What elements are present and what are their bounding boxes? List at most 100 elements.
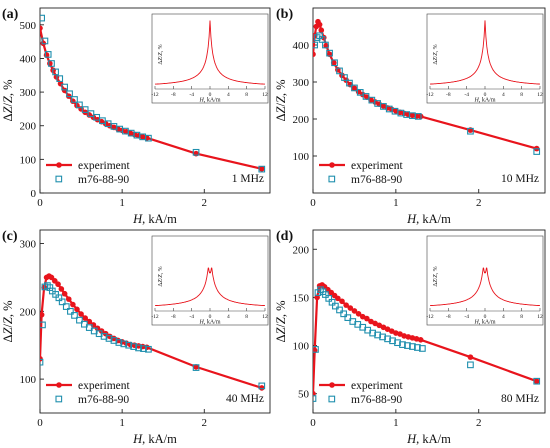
label-part: / [164, 212, 168, 226]
plot-area [40, 14, 266, 173]
frequency-label: 40 MHz [226, 393, 264, 405]
experiment-point [364, 315, 370, 322]
y-tick-label: 100 [20, 374, 37, 386]
model-point [40, 321, 46, 329]
frequency-label: 1 MHz [232, 173, 264, 185]
label-part: kA [482, 98, 490, 104]
label-part: , [416, 212, 422, 226]
label-part: Z [274, 95, 288, 103]
model-point [399, 341, 406, 348]
label-part: Z [274, 316, 288, 324]
label-part: Z [1, 327, 15, 335]
model-point [105, 335, 113, 342]
y-tick-label: 400 [20, 53, 37, 65]
label-part: Δ [1, 114, 15, 122]
experiment-point [323, 42, 330, 49]
x-axis-label: H, kA/m [132, 212, 177, 226]
experiment-point [70, 98, 76, 104]
model-point [52, 68, 59, 76]
experiment-point [61, 290, 68, 297]
legend-experiment-label: experiment [351, 160, 404, 172]
model-point [322, 41, 329, 49]
model-point [409, 343, 416, 350]
inset-x-tick-label: -8 [446, 314, 451, 320]
label-part: , % [274, 300, 288, 317]
label-part: / [438, 212, 442, 226]
label-part: kA [422, 432, 437, 446]
label-part: m [491, 98, 496, 104]
experiment-point [364, 94, 370, 100]
label-part: kA [207, 98, 215, 104]
experiment-point [318, 27, 325, 33]
inset-x-tick-label: 8 [245, 314, 248, 320]
model-point [394, 339, 401, 347]
inset-x-tick-label: 0 [484, 314, 487, 320]
model-point [192, 364, 200, 371]
y-tick-label: 200 [20, 306, 37, 318]
experiment-point [258, 165, 265, 172]
y-axis-label: ΔZ/Z, % [274, 79, 288, 121]
label-part: / [1, 324, 15, 328]
legend-experiment-marker [329, 162, 335, 168]
label-part: Δ [433, 61, 439, 65]
label-part: kA [207, 320, 215, 326]
inset-x-tick-label: 0 [209, 92, 212, 98]
experiment-point [40, 355, 43, 362]
experiment-point [330, 59, 337, 66]
panel-label: (c) [2, 229, 18, 244]
label-part: Δ [274, 114, 288, 122]
model-point [533, 377, 541, 385]
label-part: Z [433, 57, 439, 61]
experiment-point [193, 364, 199, 370]
model-point [374, 331, 381, 339]
inset-x-tick-label: -12 [426, 92, 434, 98]
model-point [331, 59, 338, 67]
experiment-point [40, 311, 45, 318]
experiment-point [335, 295, 341, 302]
experiment-point [343, 302, 349, 308]
legend-model-marker [55, 395, 63, 403]
plot-area [40, 273, 266, 391]
legend-experiment-marker [56, 382, 62, 388]
inset-x-tick-label: 8 [245, 92, 248, 98]
legend-model-label: m76-88-90 [351, 394, 402, 406]
y-tick-label: 0 [31, 188, 37, 200]
model-point [140, 345, 147, 352]
model-point [192, 148, 200, 156]
y-tick-label: 200 [293, 114, 310, 126]
experiment-point [40, 25, 43, 31]
model-point [414, 113, 422, 120]
experiment-point [351, 308, 358, 314]
inset-frame [151, 235, 269, 326]
y-tick-label: 100 [293, 151, 310, 163]
frequency-label: 80 MHz [501, 393, 539, 405]
label-part: , % [274, 79, 288, 96]
inset-x-tick-label: -8 [446, 92, 451, 98]
model-point [58, 298, 66, 306]
model-point [313, 395, 317, 402]
y-tick-label: 150 [293, 292, 310, 304]
inset-x-label: H, kA/m [473, 98, 495, 104]
plot-frame [39, 229, 271, 414]
label-part: / [489, 98, 491, 104]
label-part: kA [148, 212, 163, 226]
label-part: , [479, 320, 482, 326]
model-point [110, 337, 118, 344]
label-part: kA [148, 432, 163, 446]
model-point [313, 41, 319, 49]
model-point [336, 67, 343, 75]
inset-chart: -12 -8 -4 0 4 8 12H, kA/mΔZ/Z, % [151, 13, 269, 104]
model-point [346, 79, 353, 87]
y-tick-label: 300 [293, 77, 310, 89]
inset-y-label: ΔZ/Z, % [433, 266, 439, 286]
inset-y-label: ΔZ/Z, % [158, 44, 164, 64]
experiment-point [533, 378, 540, 385]
inset-curve [430, 20, 540, 85]
x-tick-label: 1 [393, 417, 399, 429]
label-part: m [167, 432, 177, 446]
label-part: , [479, 98, 482, 104]
model-point [87, 110, 95, 117]
inset-x-tick-label: -12 [151, 92, 159, 98]
model-point [533, 148, 541, 155]
